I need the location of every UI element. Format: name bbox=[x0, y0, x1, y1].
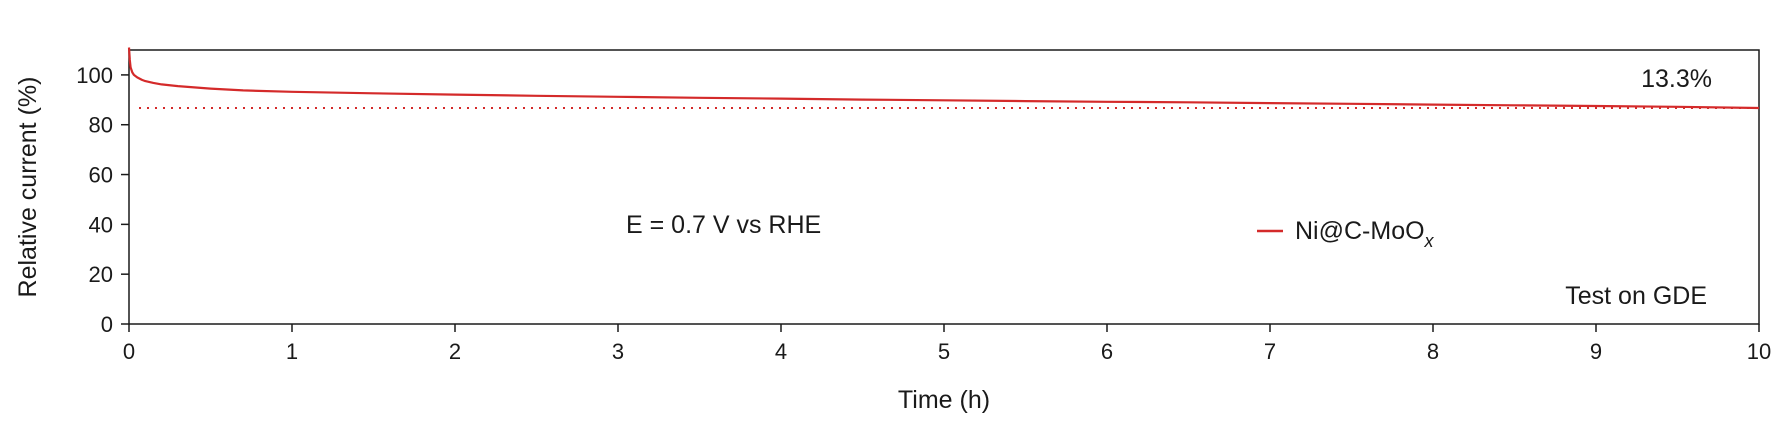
x-tick-label: 3 bbox=[612, 339, 624, 364]
y-tick-label: 100 bbox=[76, 63, 113, 88]
plot-frame bbox=[128, 49, 1760, 325]
x-tick-label: 4 bbox=[775, 339, 787, 364]
series-line-ni-c-moox bbox=[127, 47, 1760, 110]
x-tick-label: 1 bbox=[286, 339, 298, 364]
y-axis-title: Relative current (%) bbox=[14, 77, 42, 298]
y-tick-label: 80 bbox=[89, 113, 113, 138]
legend-label-subscript: x bbox=[1424, 231, 1435, 251]
annotation-test-condition: Test on GDE bbox=[1565, 282, 1707, 310]
x-tick-label: 5 bbox=[938, 339, 950, 364]
x-tick-label: 9 bbox=[1590, 339, 1602, 364]
legend: Ni@C-MoOx bbox=[1257, 217, 1435, 251]
series-layer bbox=[127, 47, 1760, 110]
y-tick-label: 20 bbox=[89, 262, 113, 287]
y-tick-label: 0 bbox=[101, 312, 113, 337]
legend-label-ni-c-moox: Ni@C-MoOx bbox=[1295, 217, 1435, 251]
x-tick-label: 2 bbox=[449, 339, 461, 364]
annotation-potential: E = 0.7 V vs RHE bbox=[626, 211, 821, 239]
y-tick-label: 40 bbox=[89, 212, 113, 237]
x-tick-label: 7 bbox=[1264, 339, 1276, 364]
annotation-percent-drop: 13.3% bbox=[1641, 65, 1712, 93]
x-tick-label: 0 bbox=[123, 339, 135, 364]
x-tick-label: 10 bbox=[1747, 339, 1771, 364]
y-axis-ticks: 0 20 40 60 80 100 bbox=[76, 63, 129, 337]
x-tick-label: 6 bbox=[1101, 339, 1113, 364]
y-tick-label: 60 bbox=[89, 163, 113, 188]
x-axis-ticks: 0 1 2 3 4 5 6 7 8 9 10 bbox=[123, 324, 1771, 364]
x-tick-label: 8 bbox=[1427, 339, 1439, 364]
x-axis-title: Time (h) bbox=[898, 386, 990, 414]
legend-label-main: Ni@C-MoO bbox=[1295, 217, 1425, 245]
plot-area-border bbox=[128, 49, 1760, 325]
